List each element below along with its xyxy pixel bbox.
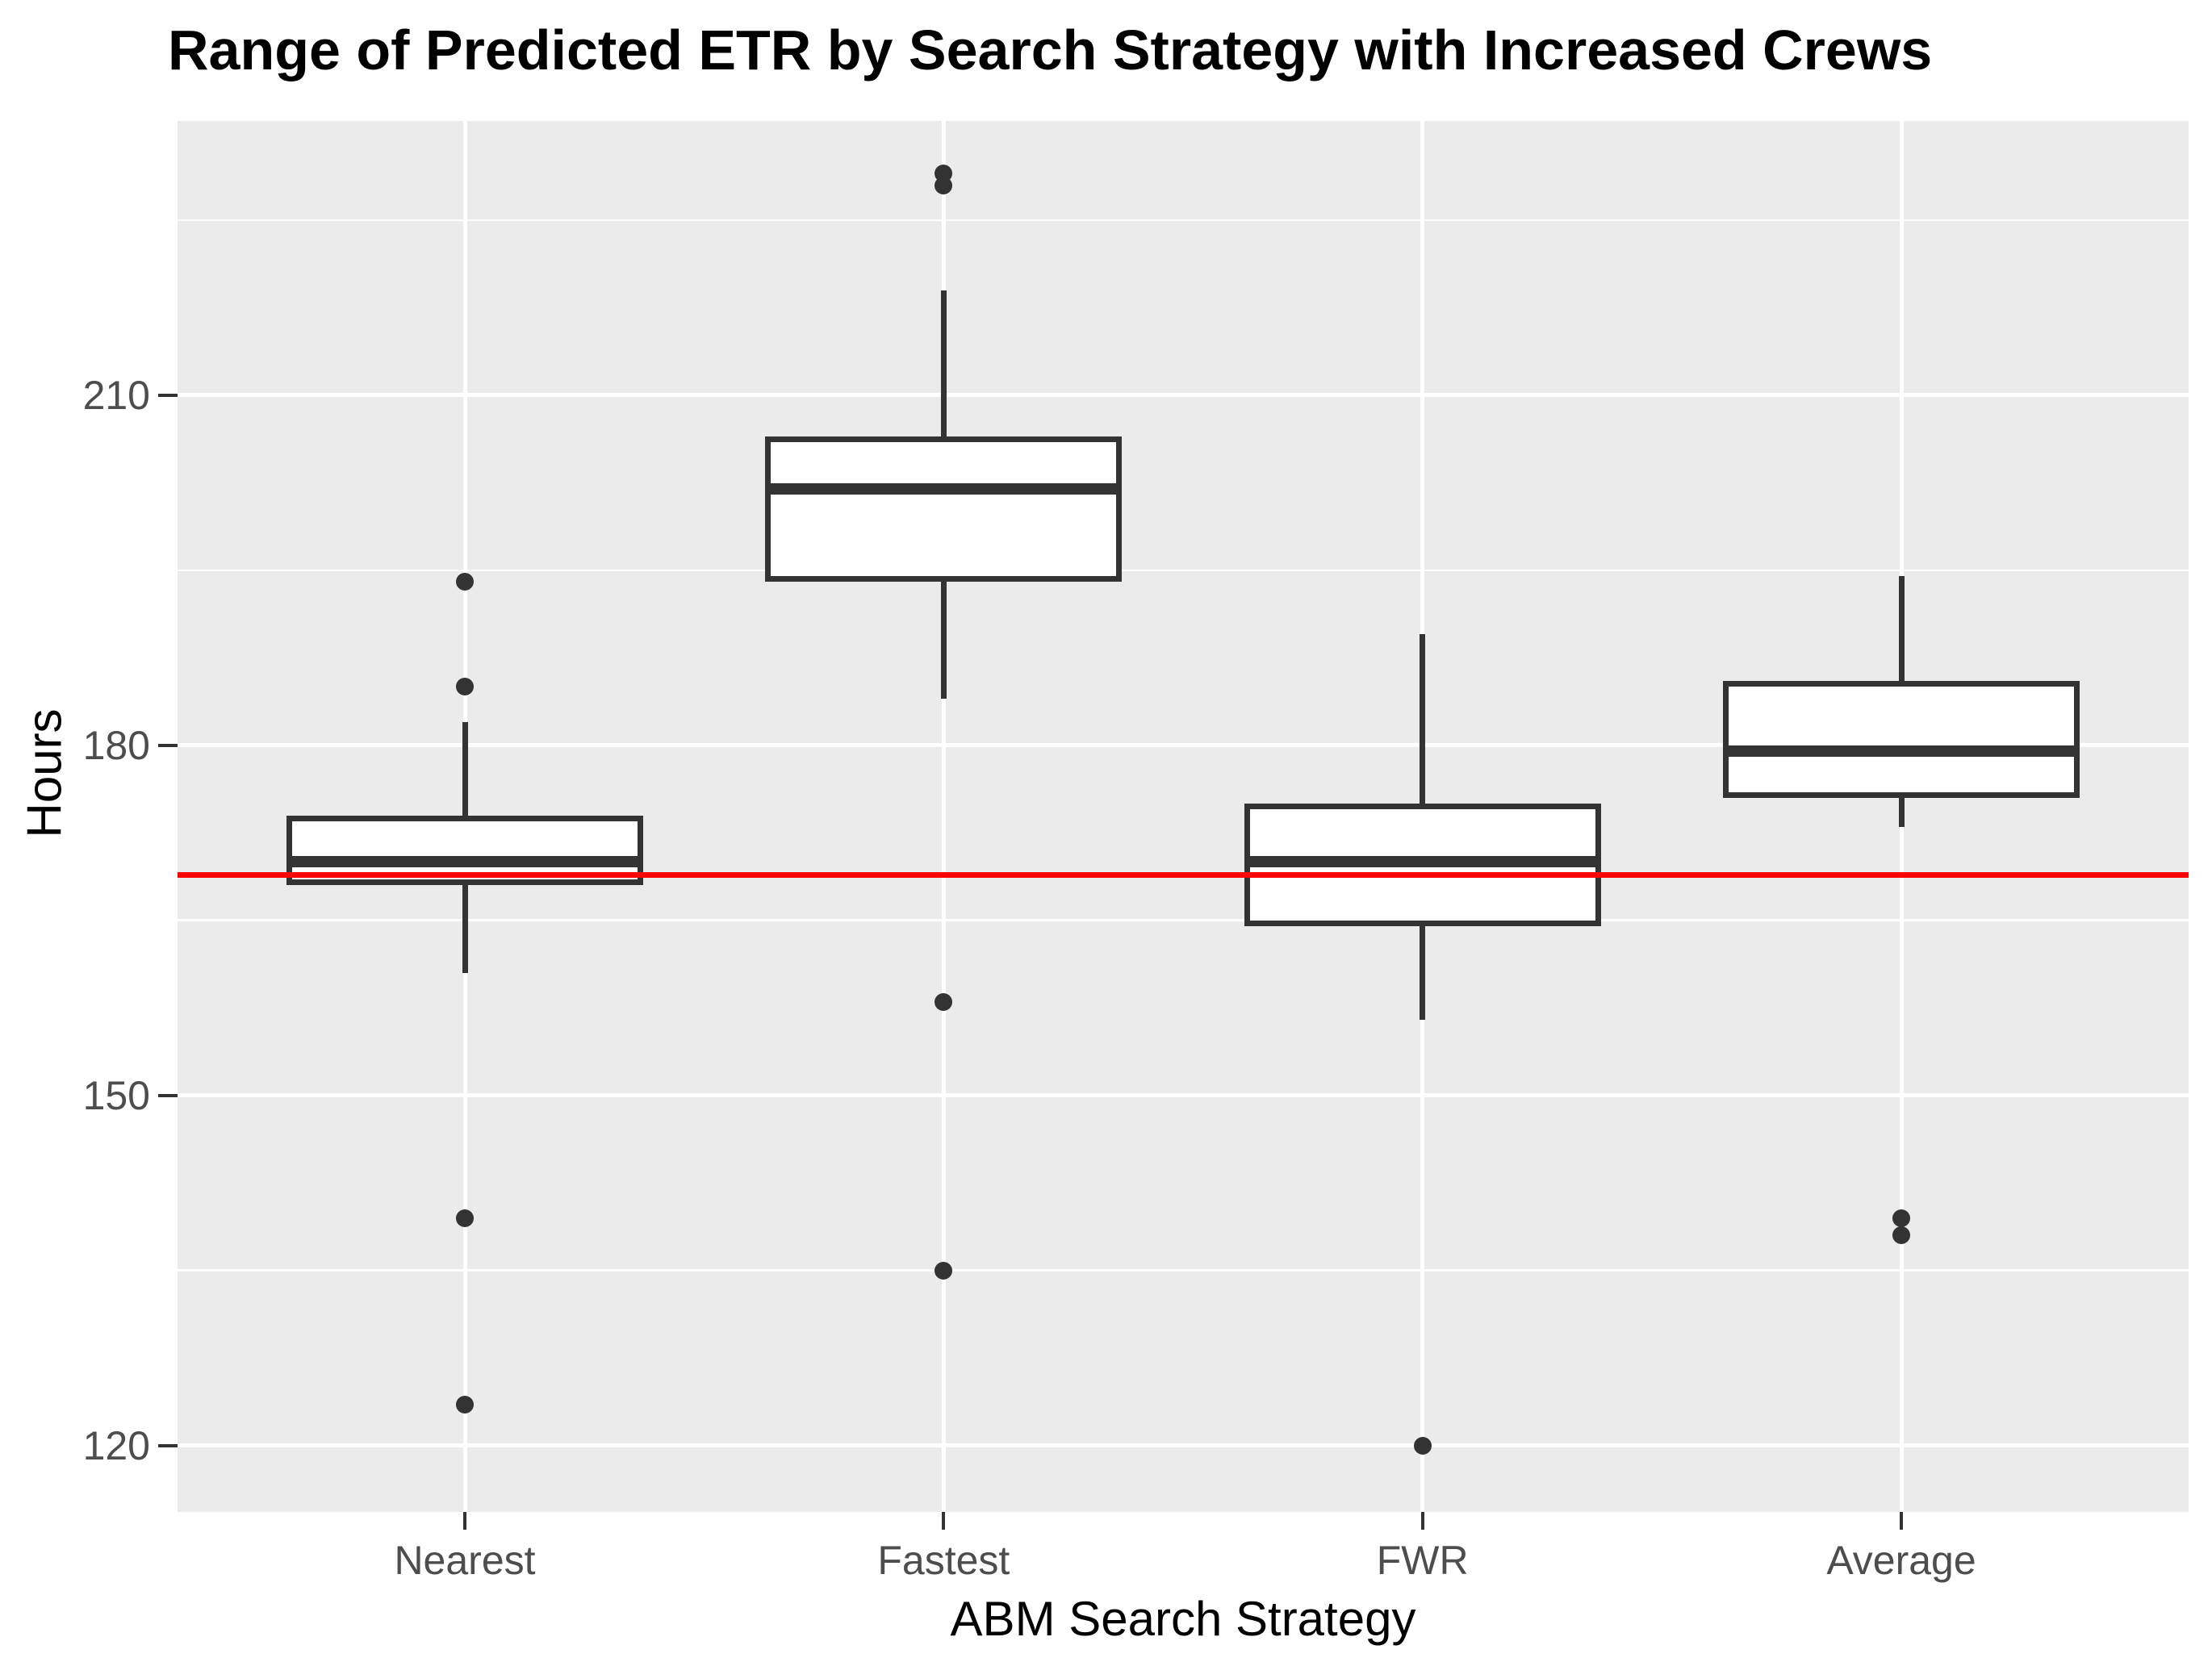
y-tick-label: 120 [82,1422,150,1468]
outlier-nearest [456,678,474,696]
minor-gridline [178,919,2189,921]
x-tick-mark [942,1512,946,1530]
x-tick-mark [1420,1512,1424,1530]
x-tick-label-fwr: FWR [1376,1538,1469,1583]
x-tick-mark [463,1512,466,1530]
x-tick-label-nearest: Nearest [394,1538,536,1583]
outlier-nearest [456,573,474,591]
outlier-fastest [935,165,953,183]
outlier-fwr [1413,1436,1432,1455]
outlier-fastest [935,992,953,1011]
minor-gridline [178,219,2189,222]
y-tick-mark [158,1443,178,1447]
x-tick-label-average: Average [1826,1538,1976,1583]
outlier-nearest [456,1209,474,1227]
outlier-fastest [935,1261,953,1280]
y-tick-label: 150 [82,1072,150,1118]
chart-title: Range of Predicted ETR by Search Strateg… [168,19,1933,81]
major-gridline [178,743,2189,748]
x-tick-mark [1900,1512,1903,1530]
plot-panel [178,121,2189,1512]
box-fastest [765,436,1123,583]
median-nearest [286,856,643,868]
y-tick-mark [158,1093,178,1097]
outlier-nearest [456,1395,474,1414]
major-gridline [178,393,2189,398]
minor-gridline [178,569,2189,572]
outlier-average [1892,1209,1910,1227]
box-average [1723,681,2080,798]
reference-line [178,871,2189,878]
major-gridline [178,1093,2189,1098]
median-average [1723,745,2080,757]
outlier-average [1892,1226,1910,1245]
median-fastest [765,482,1123,495]
x-axis-title: ABM Search Strategy [950,1592,1416,1646]
x-tick-label-fastest: Fastest [877,1538,1010,1583]
minor-gridline [178,1269,2189,1272]
y-tick-mark [158,393,178,397]
y-tick-label: 210 [82,372,150,418]
median-fwr [1244,856,1601,868]
major-gridline [178,1443,2189,1448]
category-gridline-fastest [941,121,946,1512]
y-tick-label: 180 [82,722,150,768]
y-tick-mark [158,743,178,747]
y-axis-title: Hours [17,708,72,838]
